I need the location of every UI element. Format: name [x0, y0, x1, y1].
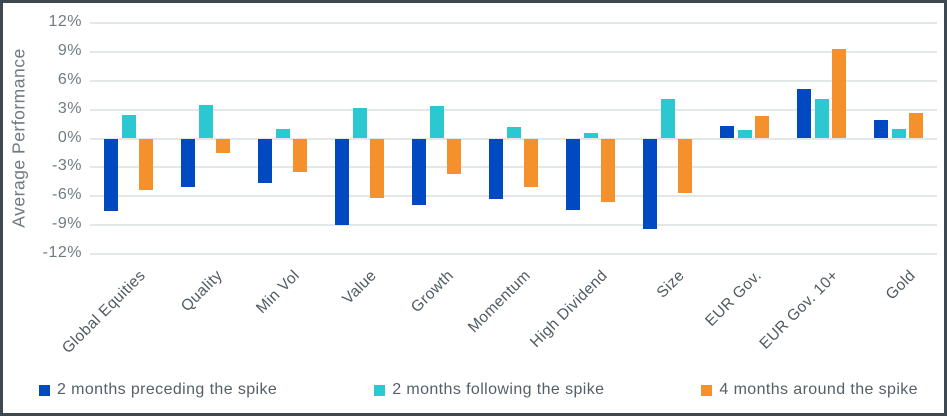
legend-label: 2 months preceding the spike — [57, 381, 278, 398]
bar — [139, 138, 153, 191]
bar — [797, 88, 811, 139]
bar — [755, 116, 769, 139]
x-axis-label: Value — [338, 267, 380, 308]
bar — [335, 138, 349, 225]
x-axis-label: Gold — [882, 267, 919, 304]
bar — [601, 138, 615, 202]
x-axis-label: EUR Gov. — [701, 267, 765, 330]
legend-label: 4 months around the spike — [719, 381, 918, 398]
legend: 2 months preceding the spike 2 months fol… — [3, 381, 944, 399]
bar — [429, 105, 444, 139]
bar — [566, 138, 580, 210]
bar — [258, 138, 272, 183]
bar — [506, 126, 521, 139]
bar — [524, 138, 538, 187]
bar — [489, 138, 503, 199]
y-tick-label: -3% — [52, 157, 82, 175]
y-tick-label: 9% — [57, 42, 82, 60]
bar — [643, 138, 657, 229]
legend-item: 4 months around the spike — [701, 381, 918, 399]
bar — [814, 99, 829, 139]
bar — [198, 104, 213, 139]
y-tick-label: 12% — [48, 13, 82, 31]
x-axis-label: Momentum — [464, 267, 534, 337]
bar — [216, 138, 230, 153]
gridline — [90, 195, 937, 198]
y-tick-label: 0% — [57, 128, 82, 146]
x-axis-label: Min Vol — [252, 267, 303, 317]
x-axis-label: EUR Gov. 10+ — [755, 267, 842, 353]
bar — [412, 138, 426, 205]
bar — [275, 128, 290, 139]
legend-swatch-icon — [701, 384, 713, 396]
bar — [121, 115, 136, 139]
bar — [352, 107, 367, 139]
bar — [737, 129, 752, 139]
bar — [720, 126, 734, 139]
gridline — [90, 79, 937, 82]
gridline — [90, 108, 937, 111]
bar — [909, 112, 923, 139]
x-axis-label: Growth — [407, 267, 457, 317]
gridline — [90, 22, 937, 25]
gridline — [90, 166, 937, 169]
gridline — [90, 51, 937, 54]
x-axis-label: Quality — [177, 267, 226, 316]
y-tick-label: 3% — [57, 99, 82, 117]
x-axis-label: Global Equities — [58, 267, 149, 357]
legend-item: 2 months following the spike — [374, 381, 604, 399]
bar — [832, 49, 846, 139]
legend-label: 2 months following the spike — [392, 381, 605, 398]
y-tick-label: -12% — [42, 243, 82, 261]
gridline — [90, 252, 937, 255]
y-tick-label: -6% — [52, 186, 82, 204]
legend-item: 2 months preceding the spike — [39, 381, 277, 399]
gridline — [90, 137, 937, 140]
bar — [891, 128, 906, 139]
gridline — [90, 223, 937, 226]
legend-swatch-icon — [374, 384, 386, 396]
bar — [181, 138, 195, 188]
y-tick-label: -9% — [52, 214, 82, 232]
bar — [370, 138, 384, 199]
legend-swatch-icon — [39, 384, 50, 396]
bar — [104, 138, 118, 211]
bar — [447, 138, 461, 175]
bar — [660, 99, 675, 139]
bar — [678, 138, 692, 194]
x-axis-label: Size — [653, 267, 688, 302]
bar — [293, 138, 307, 173]
y-tick-label: 6% — [57, 70, 82, 88]
bar — [583, 132, 598, 139]
x-axis-label: High Dividend — [526, 267, 611, 351]
bar — [874, 120, 888, 139]
